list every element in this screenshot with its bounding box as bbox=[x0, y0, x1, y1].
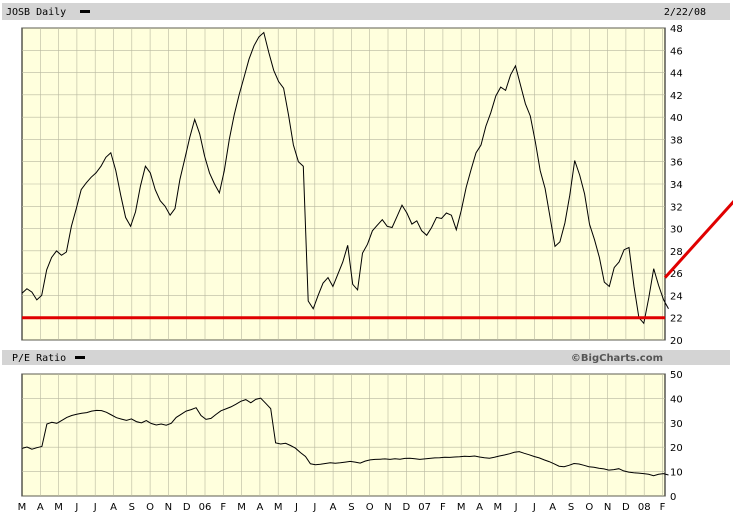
price-series-line bbox=[21, 31, 669, 325]
x-tick-label: S bbox=[129, 502, 135, 513]
x-tick-label: S bbox=[568, 502, 574, 513]
price-y-tick-label: 30 bbox=[670, 225, 683, 236]
x-tick-label: J bbox=[312, 502, 316, 513]
x-tick-label: J bbox=[514, 502, 518, 513]
x-axis-month-labels: M A M J J A S O N D 06 F M A M J J A S O N D 07 F M A M J J A S O N D 08 F bbox=[18, 502, 666, 513]
pe-y-tick-label: 30 bbox=[670, 419, 683, 430]
x-tick-label: J bbox=[532, 502, 536, 513]
chart-date: 2/22/08 bbox=[664, 7, 706, 18]
price-y-tick-label: 46 bbox=[670, 46, 683, 57]
pe-y-tick-label: 0 bbox=[670, 492, 676, 503]
x-tick-label: 06 bbox=[199, 502, 212, 513]
x-tick-label: J bbox=[93, 502, 97, 513]
bigcharts-watermark: ©BigCharts.com bbox=[571, 353, 663, 364]
pe-y-axis-ticks: 0 10 20 30 40 50 bbox=[670, 370, 683, 503]
x-tick-label: J bbox=[294, 502, 298, 513]
price-y-tick-label: 24 bbox=[670, 291, 683, 302]
price-panel-title: JOSB Daily bbox=[6, 7, 66, 18]
x-tick-label: N bbox=[165, 502, 172, 513]
x-tick-label: O bbox=[585, 502, 593, 513]
x-tick-label: N bbox=[604, 502, 611, 513]
x-tick-label: M bbox=[18, 502, 27, 513]
price-y-tick-label: 22 bbox=[670, 314, 683, 325]
x-tick-label: 07 bbox=[418, 502, 431, 513]
price-y-tick-label: 36 bbox=[670, 158, 683, 169]
x-tick-label: M bbox=[493, 502, 502, 513]
x-tick-label: N bbox=[384, 502, 391, 513]
price-y-tick-label: 34 bbox=[670, 180, 683, 191]
x-tick-label: D bbox=[183, 502, 191, 513]
price-y-tick-label: 20 bbox=[670, 336, 683, 347]
price-header-bar bbox=[2, 3, 730, 20]
price-y-tick-label: 40 bbox=[670, 113, 683, 124]
x-tick-label: A bbox=[110, 502, 117, 513]
x-tick-label: A bbox=[256, 502, 263, 513]
x-tick-label: F bbox=[220, 502, 226, 513]
price-y-tick-label: 44 bbox=[670, 69, 683, 80]
price-grid bbox=[22, 27, 665, 341]
price-y-tick-label: 28 bbox=[670, 247, 683, 258]
x-tick-label: D bbox=[402, 502, 410, 513]
pe-y-tick-label: 40 bbox=[670, 394, 683, 405]
pe-legend-swatch bbox=[75, 356, 85, 359]
x-tick-label: J bbox=[74, 502, 78, 513]
x-tick-label: M bbox=[457, 502, 466, 513]
x-tick-label: O bbox=[146, 502, 154, 513]
x-tick-label: D bbox=[622, 502, 630, 513]
x-tick-label: O bbox=[366, 502, 374, 513]
x-tick-label: 08 bbox=[638, 502, 651, 513]
x-tick-label: A bbox=[549, 502, 556, 513]
price-y-tick-label: 38 bbox=[670, 135, 683, 146]
pe-y-tick-label: 50 bbox=[670, 370, 683, 381]
x-tick-label: F bbox=[660, 502, 666, 513]
pe-plot-area bbox=[21, 373, 666, 497]
pe-header-bar bbox=[2, 350, 730, 365]
price-y-tick-label: 26 bbox=[670, 269, 683, 280]
x-tick-label: A bbox=[330, 502, 337, 513]
pe-y-tick-label: 20 bbox=[670, 443, 683, 454]
x-tick-label: M bbox=[54, 502, 63, 513]
price-y-tick-label: 48 bbox=[670, 24, 683, 35]
pe-series-line bbox=[21, 397, 669, 477]
x-tick-label: A bbox=[37, 502, 44, 513]
downtrend-line bbox=[663, 199, 733, 279]
price-y-axis-ticks: 20 22 24 26 28 30 32 34 36 38 40 42 44 46 48 bbox=[670, 24, 683, 347]
x-tick-label: S bbox=[348, 502, 354, 513]
price-y-tick-label: 32 bbox=[670, 202, 683, 213]
x-tick-label: F bbox=[440, 502, 446, 513]
price-y-tick-label: 42 bbox=[670, 91, 683, 102]
price-legend-swatch bbox=[80, 10, 90, 13]
pe-y-tick-label: 10 bbox=[670, 468, 683, 479]
pe-grid bbox=[22, 373, 665, 497]
x-tick-label: M bbox=[237, 502, 246, 513]
x-tick-label: A bbox=[476, 502, 483, 513]
pe-panel-title: P/E Ratio bbox=[12, 353, 66, 364]
x-tick-label: M bbox=[274, 502, 283, 513]
